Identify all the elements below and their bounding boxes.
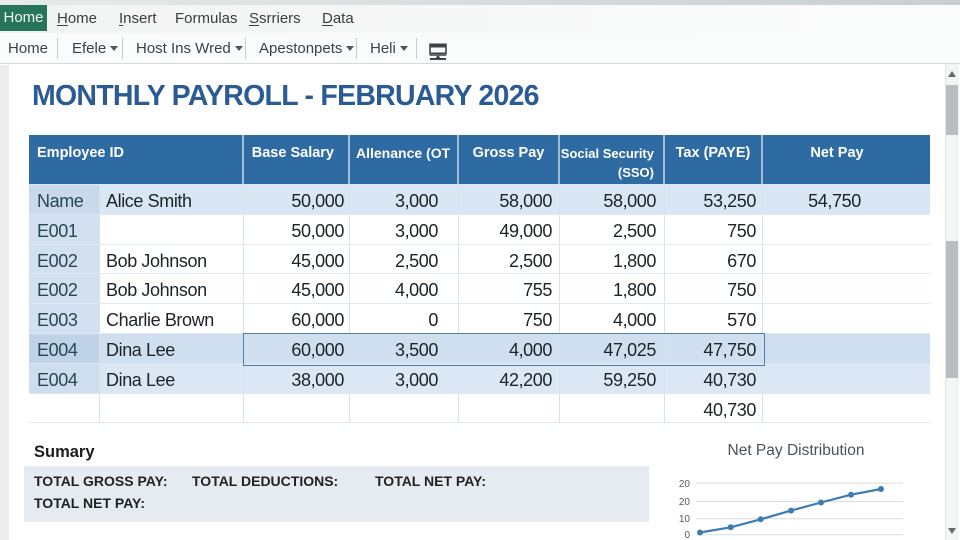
svg-text:0: 0 [684, 530, 690, 540]
svg-text:20: 20 [679, 497, 691, 508]
svg-text:20: 20 [679, 479, 691, 490]
svg-text:10: 10 [679, 514, 691, 525]
